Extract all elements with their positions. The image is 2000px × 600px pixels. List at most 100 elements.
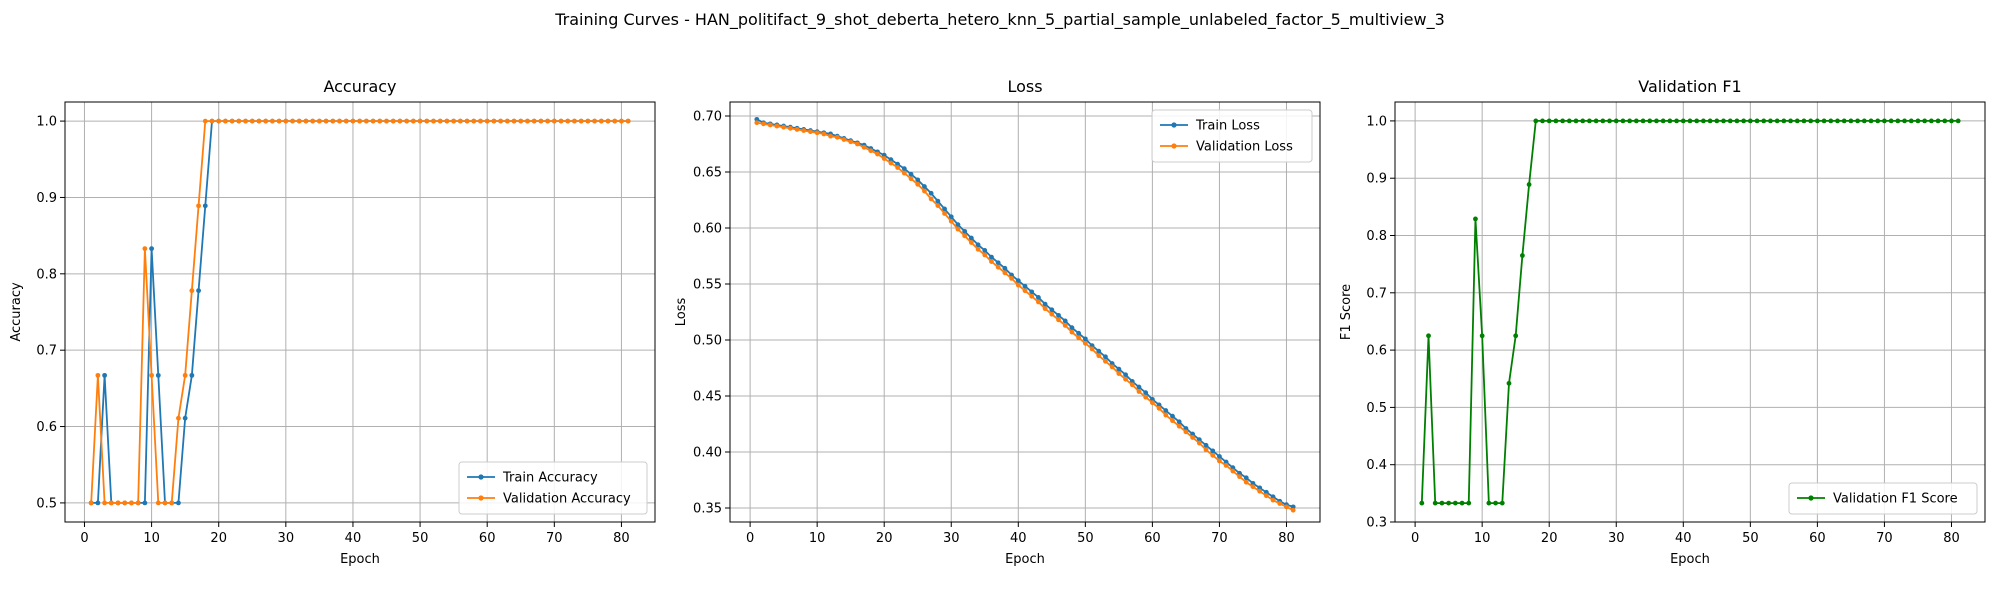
y-tick-label: 0.9	[36, 191, 57, 206]
data-point	[612, 118, 618, 124]
data-point	[417, 118, 423, 124]
data-point	[968, 240, 974, 245]
data-point	[1580, 118, 1586, 124]
data-point	[498, 118, 504, 124]
data-point	[249, 118, 255, 124]
data-point	[1640, 118, 1646, 124]
data-point	[1129, 382, 1135, 388]
legend: Train Accuracy Validation Accuracy	[458, 461, 648, 515]
data-point	[1801, 118, 1807, 124]
data-point	[895, 165, 901, 170]
data-point	[908, 176, 914, 182]
data-point	[754, 120, 760, 126]
data-point	[1674, 118, 1679, 124]
data-point	[1049, 307, 1055, 313]
data-point	[330, 118, 336, 124]
legend-label: Validation Accuracy	[503, 492, 631, 507]
data-point	[1754, 118, 1760, 124]
data-point	[995, 264, 1001, 270]
data-point	[801, 128, 807, 133]
legend-swatch-marker	[1171, 122, 1177, 128]
data-point	[1277, 501, 1283, 506]
data-point	[1882, 118, 1887, 124]
axes-frame	[729, 101, 1321, 523]
data-point	[1163, 412, 1169, 418]
data-point	[948, 214, 954, 220]
data-point	[464, 118, 470, 124]
data-point	[337, 118, 342, 124]
data-point	[176, 415, 181, 421]
data-point	[1082, 336, 1088, 342]
data-point	[1888, 118, 1894, 124]
data-point	[1613, 118, 1619, 124]
y-tick-label: 0.65	[693, 166, 722, 181]
data-point	[276, 118, 282, 124]
data-point	[572, 118, 577, 124]
data-point	[881, 156, 887, 161]
x-tick-label: 30	[278, 531, 295, 546]
data-point	[605, 118, 611, 124]
x-tick-label: 20	[1541, 531, 1558, 546]
data-point	[142, 500, 148, 506]
data-point	[1096, 353, 1102, 359]
axes-frame	[1394, 101, 1986, 523]
data-point	[149, 372, 154, 378]
data-point	[1761, 118, 1767, 124]
data-point	[1647, 118, 1653, 124]
data-point	[1230, 468, 1236, 474]
data-point	[343, 118, 349, 124]
data-point	[922, 184, 927, 189]
data-point	[202, 118, 208, 124]
data-point	[1223, 463, 1229, 468]
data-point	[142, 246, 148, 252]
data-point	[551, 118, 557, 124]
data-point	[1587, 118, 1592, 124]
series-line-2	[90, 120, 629, 504]
data-point	[1667, 118, 1673, 124]
data-point	[1056, 312, 1061, 318]
data-point	[1553, 118, 1559, 124]
data-point	[982, 252, 988, 258]
data-point	[1808, 118, 1814, 124]
legend-swatch-marker	[1808, 495, 1814, 501]
axes-frame	[64, 101, 656, 523]
data-point	[1922, 118, 1928, 124]
data-point	[955, 222, 961, 228]
data-point	[1183, 429, 1189, 435]
data-point	[263, 118, 269, 124]
data-point	[908, 171, 914, 177]
x-axis-label: Epoch	[340, 552, 380, 567]
x-tick-label: 80	[1278, 531, 1295, 546]
data-point	[1290, 507, 1296, 513]
data-point	[350, 118, 356, 124]
chart-panels: 0 10 20 30 40 50 60 70 80 0.5 0.6 0.7 0.8 0.9 1.0 Accur…	[9, 77, 1986, 567]
data-point	[1821, 118, 1827, 124]
data-point	[1076, 330, 1082, 336]
data-point	[1432, 500, 1438, 506]
x-tick-label: 20	[876, 531, 893, 546]
data-point	[1143, 394, 1149, 400]
figure-suptitle: Training Curves - HAN_politifact_9_shot_…	[554, 10, 1445, 30]
data-point	[854, 141, 860, 147]
panel-title: Accuracy	[323, 77, 396, 96]
data-point	[270, 118, 275, 124]
data-point	[1015, 282, 1021, 288]
x-tick-label: 70	[1876, 531, 1893, 546]
data-point	[1915, 118, 1921, 124]
data-point	[1687, 118, 1693, 124]
x-tick-label: 60	[479, 531, 496, 546]
data-point	[243, 118, 248, 124]
data-point	[1062, 318, 1068, 324]
data-point	[95, 500, 101, 506]
data-point	[135, 500, 141, 506]
data-point	[1499, 500, 1505, 506]
data-point	[761, 121, 766, 127]
x-axis-label: Epoch	[1005, 552, 1045, 567]
data-point	[995, 260, 1001, 266]
x-tick-label: 80	[1943, 531, 1960, 546]
data-point	[370, 118, 376, 124]
y-axis-label: F1 Score	[1339, 284, 1354, 340]
x-tick-label: 10	[1474, 531, 1491, 546]
data-point	[767, 122, 773, 128]
data-point	[1036, 299, 1041, 305]
